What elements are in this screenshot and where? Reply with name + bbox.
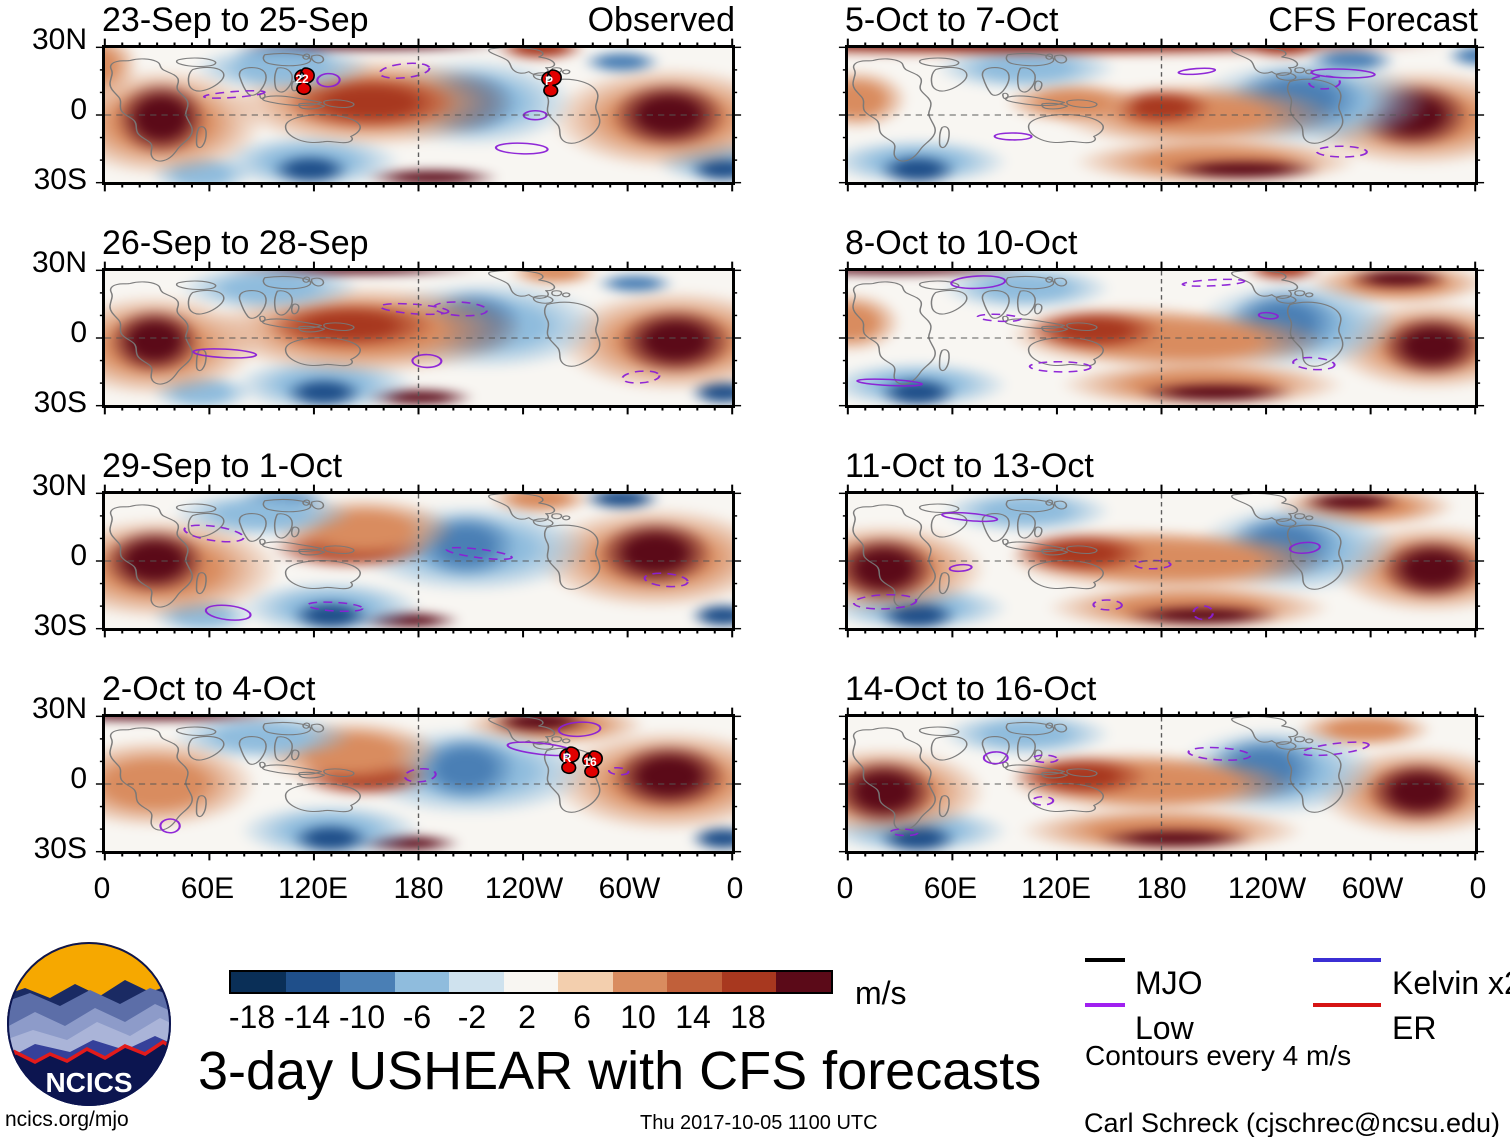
svg-text:-18: -18 [229,999,275,1035]
svg-text:-10: -10 [339,999,385,1035]
svg-text:22: 22 [295,72,309,86]
svg-text:18: 18 [730,999,766,1035]
svg-text:16: 16 [583,755,597,769]
svg-text:-14: -14 [284,999,330,1035]
svg-text:-2: -2 [458,999,486,1035]
svg-text:10: 10 [620,999,656,1035]
svg-text:NCICS: NCICS [45,1067,132,1098]
svg-text:2: 2 [518,999,536,1035]
svg-text:6: 6 [573,999,591,1035]
svg-text:14: 14 [675,999,711,1035]
svg-text:R: R [563,751,572,765]
svg-text:-6: -6 [403,999,431,1035]
svg-text:P: P [545,74,553,88]
